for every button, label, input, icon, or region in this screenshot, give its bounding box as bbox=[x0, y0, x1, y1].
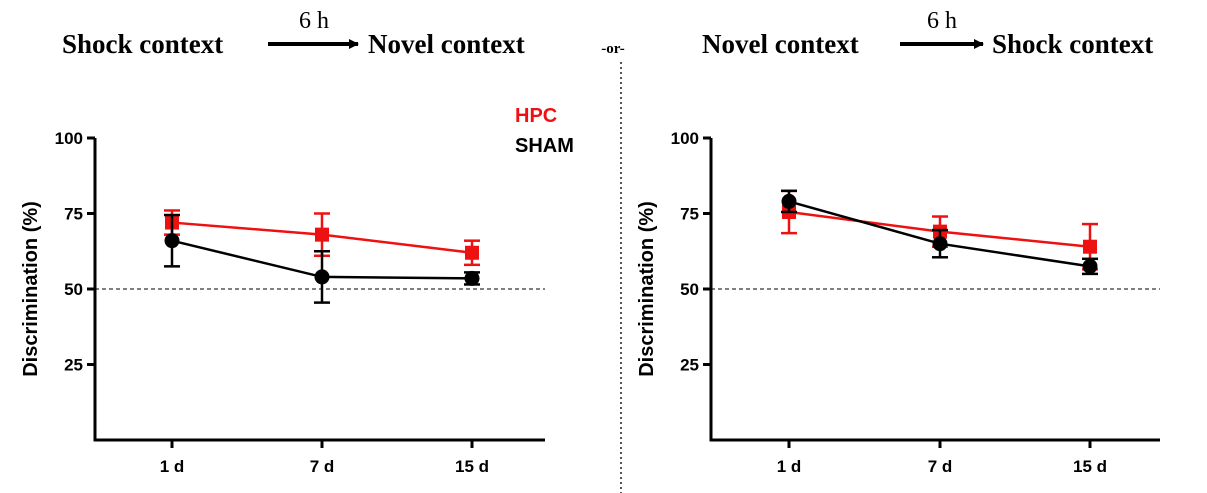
data-point bbox=[315, 227, 329, 242]
header-left-delay: 6 h bbox=[299, 8, 329, 34]
data-point bbox=[1083, 239, 1097, 254]
x-tick-label: 15 d bbox=[455, 457, 489, 476]
y-tick-label: 50 bbox=[64, 280, 83, 299]
data-point bbox=[1082, 258, 1098, 274]
y-tick-label: 100 bbox=[671, 129, 699, 148]
data-point bbox=[164, 233, 180, 249]
y-axis-label: Discrimination (%) bbox=[636, 201, 658, 377]
y-tick-label: 25 bbox=[64, 356, 83, 375]
y-axis-label: Discrimination (%) bbox=[20, 201, 42, 377]
y-tick-label: 50 bbox=[680, 280, 699, 299]
y-tick-label: 100 bbox=[55, 129, 83, 148]
legend-entry: SHAM bbox=[515, 135, 574, 157]
x-tick-label: 7 d bbox=[928, 457, 953, 476]
header: Shock context 6 h Novel context -or- Nov… bbox=[62, 8, 1153, 59]
y-tick-label: 75 bbox=[680, 205, 699, 224]
x-tick-label: 15 d bbox=[1073, 457, 1107, 476]
header-left-from: Shock context bbox=[62, 29, 223, 59]
legend-entry: HPC bbox=[515, 105, 557, 127]
data-point bbox=[465, 245, 479, 260]
y-tick-label: 25 bbox=[680, 356, 699, 375]
x-tick-label: 1 d bbox=[777, 457, 802, 476]
header-right-to: Shock context bbox=[992, 29, 1153, 59]
data-point bbox=[781, 193, 797, 209]
x-tick-label: 7 d bbox=[310, 457, 335, 476]
header-left-to: Novel context bbox=[368, 29, 525, 59]
data-point bbox=[932, 236, 948, 252]
x-tick-label: 1 d bbox=[160, 457, 185, 476]
chart-panel-left: 25 50 75 100 1 d 7 d 15 d Discrimination (%) HPC… bbox=[20, 105, 574, 476]
data-point bbox=[314, 269, 330, 285]
data-point bbox=[464, 270, 480, 286]
header-right-from: Novel context bbox=[702, 29, 859, 59]
header-right-delay: 6 h bbox=[927, 8, 957, 34]
y-tick-label: 75 bbox=[64, 205, 83, 224]
chart-panel-right: 25 50 75 100 1 d 7 d 15 d Discrimination (%) bbox=[636, 129, 1160, 476]
header-separator: -or- bbox=[601, 41, 625, 57]
